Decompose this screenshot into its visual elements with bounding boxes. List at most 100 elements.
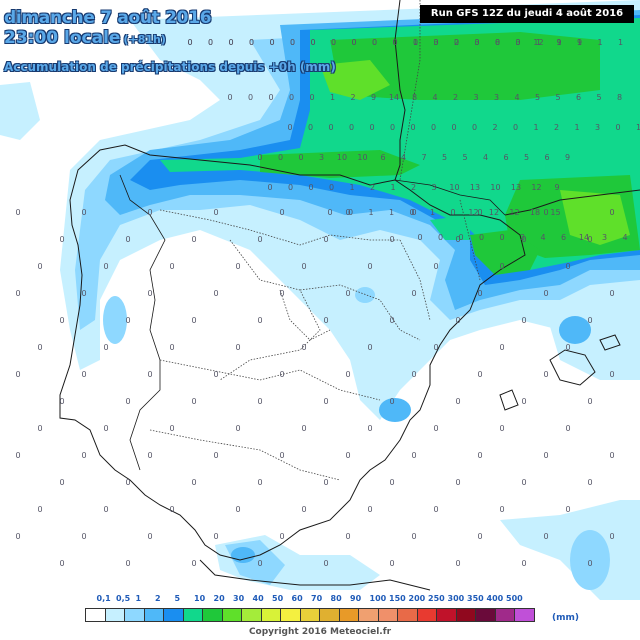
grid-value: 0 [257, 559, 262, 568]
menorca [599, 334, 621, 351]
legend-swatch [455, 608, 476, 622]
legend-swatch [338, 608, 359, 622]
grid-value: 3 [595, 123, 600, 132]
grid-value: 0 [499, 505, 504, 514]
grid-value: 1 [389, 208, 394, 217]
grid-value: 6 [380, 153, 385, 162]
grid-value: 0 [389, 397, 394, 406]
grid-value: 0 [454, 38, 459, 47]
grid-value: 0 [433, 424, 438, 433]
legend-swatch [85, 608, 106, 622]
grid-value: 0 [411, 370, 416, 379]
grid-value: 0 [411, 451, 416, 460]
grid-value: 0 [345, 208, 350, 217]
legend-swatch [182, 608, 203, 622]
precip-blob-2 [559, 316, 591, 344]
grid-value: 0 [587, 235, 592, 244]
grid-value: 0 [413, 38, 418, 47]
grid-value: 3 [319, 153, 324, 162]
grid-value: 3 [474, 38, 479, 47]
iberia-coastline [59, 144, 526, 561]
legend-swatch [319, 608, 340, 622]
grid-value: 0 [499, 343, 504, 352]
grid-value: 0 [543, 370, 548, 379]
grid-value: 0 [331, 38, 336, 47]
grid-value: 0 [417, 233, 422, 242]
legend-swatch [241, 608, 262, 622]
grid-value: 3 [431, 183, 436, 192]
grid-value: 0 [37, 424, 42, 433]
grid-value: 0 [213, 370, 218, 379]
grid-value: 0 [310, 38, 315, 47]
grid-value: 0 [15, 289, 20, 298]
grid-value: 0 [147, 370, 152, 379]
grid-value: 0 [298, 153, 303, 162]
grid-value: 1 [574, 123, 579, 132]
grid-value: 4 [540, 233, 545, 242]
legend-swatch [514, 608, 535, 622]
grid-value: 0 [81, 370, 86, 379]
grid-value: 12 [509, 208, 519, 217]
grid-value: 0 [37, 505, 42, 514]
legend-tick-label: 100 [369, 594, 387, 603]
grid-value: 0 [543, 532, 548, 541]
grid-value: 0 [565, 262, 570, 271]
grid-value: 0 [458, 233, 463, 242]
grid-value: 0 [477, 370, 482, 379]
grid-value: 0 [257, 478, 262, 487]
legend-swatch [202, 608, 223, 622]
forecast-time: 23:00 locale (+81h) [4, 28, 166, 48]
grid-value: 0 [499, 262, 504, 271]
local-time: 23:00 locale [4, 28, 121, 48]
grid-value: 0 [331, 38, 336, 47]
grid-value: 0 [15, 532, 20, 541]
grid-value: 1 [533, 123, 538, 132]
grid-value: 1 [597, 38, 602, 47]
grid-value: 0 [37, 343, 42, 352]
grid-value: 10 [337, 153, 347, 162]
grid-value: 2 [370, 183, 375, 192]
grid-value: 0 [609, 289, 614, 298]
grid-value: 0 [147, 208, 152, 217]
grid-value: 0 [187, 38, 192, 47]
grid-value: 0 [37, 262, 42, 271]
grid-value: 0 [279, 532, 284, 541]
precip-area-cat-2 [430, 215, 470, 240]
grid-value: 0 [81, 532, 86, 541]
grid-value: 14 [579, 233, 589, 242]
grid-value: 0 [169, 424, 174, 433]
grid-value: 1 [430, 208, 435, 217]
grid-value: 0 [249, 38, 254, 47]
grid-value: 0 [103, 343, 108, 352]
grid-value: 10 [357, 153, 367, 162]
grid-value: 0 [208, 38, 213, 47]
region-boundaries [149, 0, 481, 481]
grid-value: 3 [494, 93, 499, 102]
legend-tick-label: 350 [467, 594, 484, 603]
legend-swatch [104, 608, 125, 622]
grid-value: 14 [389, 93, 399, 102]
grid-value: 0 [59, 478, 64, 487]
grid-value: 0 [390, 123, 395, 132]
precip-area-green2 [330, 32, 600, 100]
grid-value: 0 [59, 235, 64, 244]
grid-value: 0 [323, 478, 328, 487]
grid-value: 0 [81, 451, 86, 460]
grid-value: 0 [15, 370, 20, 379]
grid-value: 6 [544, 153, 549, 162]
grid-value: 5 [442, 153, 447, 162]
grid-value: 0 [367, 262, 372, 271]
region-line-8 [279, 289, 331, 341]
legend-tick-label: 90 [350, 594, 362, 603]
mallorca [549, 349, 596, 386]
grid-value: 0 [451, 123, 456, 132]
grid-value: 8 [412, 93, 417, 102]
grid-value: 0 [455, 478, 460, 487]
grid-value: 0 [372, 38, 377, 47]
grid-value: 0 [235, 343, 240, 352]
grid-value: 12 [531, 183, 541, 192]
grid-value: 0 [301, 424, 306, 433]
legend-tick-label: 300 [447, 594, 465, 603]
grid-value: 0 [301, 262, 306, 271]
